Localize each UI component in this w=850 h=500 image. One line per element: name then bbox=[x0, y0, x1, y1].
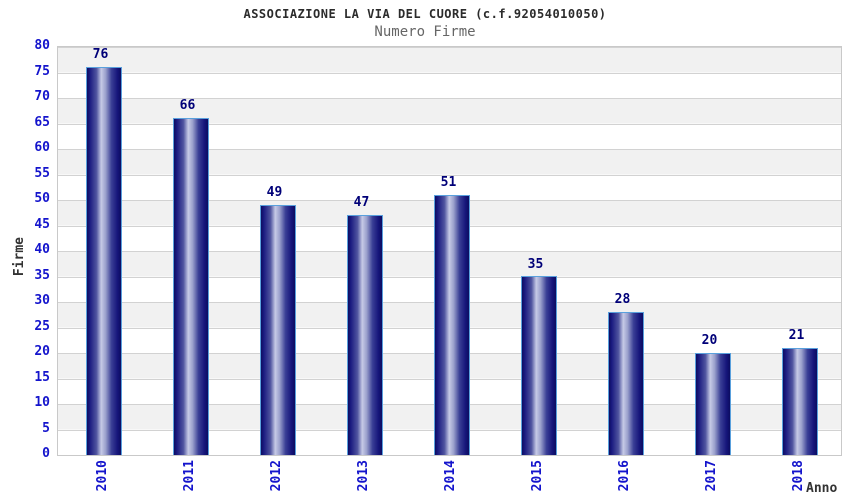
x-tick-label: 2013 bbox=[355, 460, 371, 492]
y-tick-label: 0 bbox=[42, 446, 50, 461]
y-tick-label: 5 bbox=[42, 420, 50, 436]
gridline bbox=[58, 174, 841, 176]
bar-value-label: 66 bbox=[179, 98, 196, 114]
y-tick-label: 75 bbox=[34, 63, 50, 79]
bar-2012 bbox=[259, 205, 296, 455]
gridline bbox=[58, 47, 841, 48]
bar-2018 bbox=[781, 348, 818, 455]
y-tick-label: 60 bbox=[34, 140, 50, 155]
gridline bbox=[58, 149, 841, 150]
y-tick-label: 20 bbox=[34, 344, 50, 359]
y-tick-label: 50 bbox=[34, 191, 50, 206]
gridline bbox=[58, 72, 841, 74]
x-tick-label: 2017 bbox=[703, 460, 719, 492]
gridline bbox=[58, 123, 841, 125]
x-tick-label: 2016 bbox=[616, 460, 632, 492]
chart-subtitle: Numero Firme bbox=[374, 24, 476, 40]
bar-value-label: 76 bbox=[92, 47, 109, 63]
y-tick-label: 65 bbox=[34, 114, 50, 130]
bar-value-label: 35 bbox=[527, 256, 544, 272]
x-tick-label: 2014 bbox=[442, 460, 458, 492]
y-tick-label: 10 bbox=[34, 395, 50, 410]
x-tick-label: 2012 bbox=[268, 460, 284, 492]
bar-2016 bbox=[607, 312, 644, 455]
bar-value-label: 47 bbox=[353, 195, 370, 211]
x-tick-label: 2010 bbox=[94, 460, 110, 492]
x-tick-label: 2011 bbox=[181, 460, 197, 492]
bar-2011 bbox=[172, 118, 209, 455]
y-tick-label: 70 bbox=[34, 89, 50, 104]
bar-value-label: 21 bbox=[788, 327, 805, 343]
y-tick-label: 15 bbox=[34, 369, 50, 385]
bar-2010 bbox=[85, 67, 122, 455]
y-tick-label: 30 bbox=[34, 293, 50, 308]
x-tick-label: 2018 bbox=[790, 460, 806, 492]
x-tick-label: 2015 bbox=[529, 460, 545, 492]
y-tick-label: 80 bbox=[34, 38, 50, 53]
y-tick-label: 55 bbox=[34, 165, 50, 181]
bar-2013 bbox=[346, 215, 383, 455]
chart-title: ASSOCIAZIONE LA VIA DEL CUORE (c.f.92054… bbox=[243, 7, 607, 21]
y-tick-label: 35 bbox=[34, 267, 50, 283]
bar-value-label: 51 bbox=[440, 174, 457, 190]
y-tick-label: 40 bbox=[34, 242, 50, 257]
bar-2014 bbox=[433, 195, 470, 455]
x-axis-title: Anno bbox=[806, 481, 838, 496]
plot-area bbox=[57, 46, 842, 456]
gridline bbox=[58, 98, 841, 99]
bar-2017 bbox=[694, 353, 731, 455]
bar-value-label: 49 bbox=[266, 185, 283, 201]
y-tick-label: 25 bbox=[34, 318, 50, 334]
bar-value-label: 28 bbox=[614, 292, 631, 308]
y-tick-label: 45 bbox=[34, 216, 50, 232]
bar-2015 bbox=[520, 276, 557, 455]
bar-value-label: 20 bbox=[701, 333, 718, 348]
